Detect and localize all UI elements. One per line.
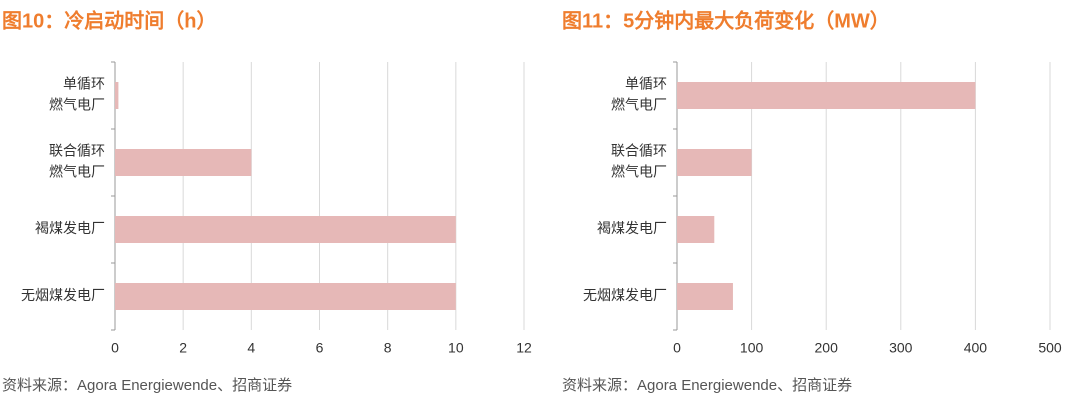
y-tick-label: 无烟煤发电厂: [21, 287, 105, 303]
y-tick-label: 单循环: [625, 76, 667, 92]
chart-title: 图10：冷启动时间（h）: [2, 8, 216, 32]
x-tick-label: 4: [247, 340, 255, 356]
bar: [115, 149, 252, 176]
x-tick-label: 10: [448, 340, 464, 356]
x-tick-label: 12: [516, 340, 532, 356]
x-tick-label: 0: [673, 340, 681, 356]
bar: [677, 216, 715, 243]
x-tick-label: 400: [964, 340, 988, 356]
bar: [115, 82, 119, 109]
y-tick-label: 燃气电厂: [611, 164, 667, 180]
bar: [677, 149, 752, 176]
x-tick-label: 500: [1038, 340, 1062, 356]
bar: [115, 216, 456, 243]
x-tick-label: 300: [889, 340, 913, 356]
y-tick-label: 联合循环: [49, 143, 105, 159]
x-tick-label: 6: [316, 340, 324, 356]
source-note: 资料来源：Agora Energiewende、招商证券: [2, 377, 292, 394]
x-tick-label: 0: [111, 340, 119, 356]
y-tick-label: 褐煤发电厂: [597, 220, 667, 236]
x-tick-label: 100: [740, 340, 764, 356]
bar: [115, 283, 456, 310]
y-tick-label: 褐煤发电厂: [35, 220, 105, 236]
chart-title: 图11：5分钟内最大负荷变化（MW）: [562, 8, 890, 32]
y-tick-label: 燃气电厂: [49, 97, 105, 113]
y-tick-label: 燃气电厂: [49, 164, 105, 180]
y-tick-label: 联合循环: [611, 143, 667, 159]
y-tick-label: 燃气电厂: [611, 97, 667, 113]
bar: [677, 283, 733, 310]
y-tick-label: 无烟煤发电厂: [583, 287, 667, 303]
source-note: 资料来源：Agora Energiewende、招商证券: [562, 377, 852, 394]
x-tick-label: 2: [179, 340, 187, 356]
bar: [677, 82, 976, 109]
x-tick-label: 200: [815, 340, 839, 356]
y-tick-label: 单循环: [63, 76, 105, 92]
x-tick-label: 8: [384, 340, 392, 356]
